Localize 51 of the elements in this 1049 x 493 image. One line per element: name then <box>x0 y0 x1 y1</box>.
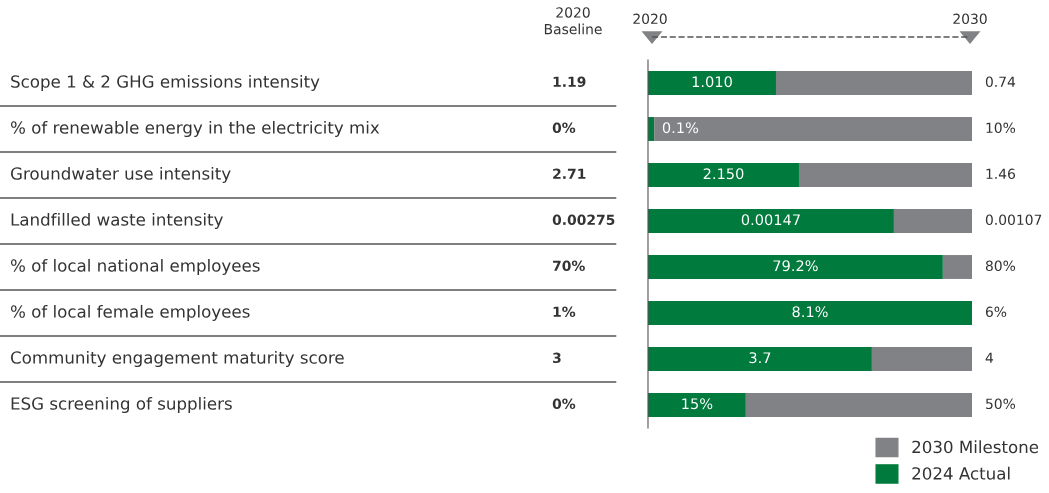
text: 0.00107 <box>985 214 1042 226</box>
y-tick-label: Groundwater use intensity <box>10 166 231 184</box>
text: 10% <box>986 122 1016 134</box>
annotation: 3.7 <box>749 352 771 364</box>
bar <box>648 209 894 233</box>
annotation: 8.1% <box>792 306 828 318</box>
annotation: 0.00147 <box>741 214 800 226</box>
text: 4 <box>985 352 994 363</box>
bar <box>745 393 972 417</box>
bar <box>942 255 972 279</box>
y-tick-label: Scope 1 & 2 GHG emissions intensity <box>11 74 320 92</box>
text: 70% <box>553 260 585 272</box>
text: 2030 <box>953 13 987 25</box>
bar <box>648 255 943 279</box>
y-tick-label: % of local female employees <box>10 304 250 322</box>
annotation: 79.2% <box>773 260 818 272</box>
text: 2020 Baseline <box>544 7 602 35</box>
legend-label: 2030 Milestone <box>912 440 1039 454</box>
y-tick-label: Community engagement maturity score <box>10 350 344 368</box>
bar <box>648 71 776 95</box>
text: 1% <box>553 306 576 318</box>
bar <box>648 163 799 187</box>
y-tick-label: ESG screening of suppliers <box>11 396 232 414</box>
text: 2.71 <box>553 168 586 179</box>
text: 0% <box>552 122 576 134</box>
legend-label: 2024 Actual <box>912 466 1010 480</box>
annotation: 2.150 <box>703 168 744 180</box>
text: 0% <box>552 398 576 410</box>
y-tick-label: Landfilled waste intensity <box>11 212 223 230</box>
bar <box>648 347 872 371</box>
y-tick-label: % of local national employees <box>10 258 260 276</box>
bar <box>775 71 972 95</box>
bar <box>648 393 746 417</box>
text: 1.19 <box>553 76 586 88</box>
text: 0.74 <box>985 76 1016 88</box>
bar <box>893 209 972 233</box>
text: 50% <box>986 398 1016 410</box>
annotation: 0.1% <box>662 122 699 134</box>
text: 6% <box>985 306 1007 318</box>
bar <box>648 301 972 325</box>
text: 2020 <box>633 13 667 25</box>
annotation: 1.010 <box>692 76 732 88</box>
text: 80% <box>985 260 1016 272</box>
text: 1.46 <box>986 168 1016 180</box>
bar <box>654 117 972 141</box>
y-tick-label: % of renewable energy in the electricity mix <box>10 120 380 138</box>
bar <box>798 163 972 187</box>
bar <box>871 347 972 371</box>
text: 0.00275 <box>552 214 615 226</box>
text: 3 <box>553 352 561 364</box>
annotation: 15% <box>682 398 713 410</box>
